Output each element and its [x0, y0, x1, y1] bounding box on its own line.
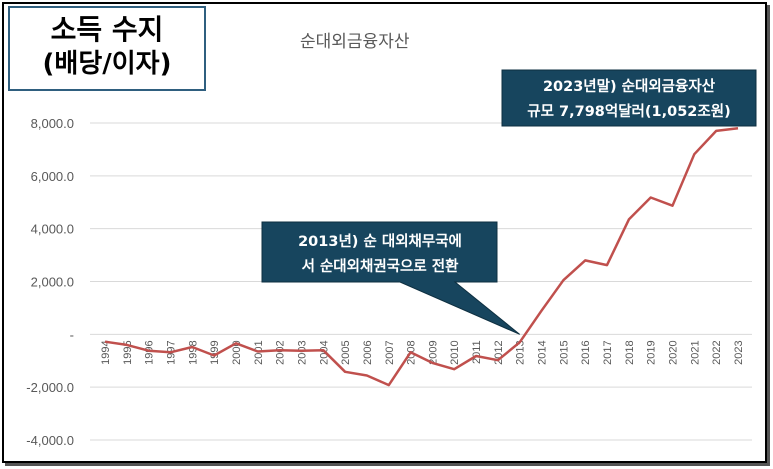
gridlines: [90, 122, 752, 441]
y-tick-label: 4,000.0: [31, 222, 74, 237]
series-layer: [104, 127, 739, 387]
slide-title-box: 소득 수지 (배당/이자): [8, 6, 206, 91]
x-tick-label: 2010: [449, 340, 461, 364]
x-tick-label: 2011: [471, 340, 483, 364]
y-tick-label: 2,000.0: [31, 275, 74, 290]
x-tick-label: 2006: [362, 340, 374, 364]
x-tick-label: 2022: [711, 340, 723, 364]
x-tick-label: 2003: [296, 340, 308, 364]
callout-2023-box: [501, 69, 757, 127]
x-tick-label: 2019: [646, 340, 658, 364]
slide-title-line2: (배당/이자): [42, 49, 172, 79]
callout-2023-line2: 규모 7,798억달러(1,052조원): [527, 102, 730, 120]
y-tick-label: 6,000.0: [31, 169, 74, 184]
callout-2013-line1: 2013년) 순 대외채무국에: [298, 232, 462, 250]
x-axis: 1994 1995 1996 1997 1998 1999 2000 2001 2002 2003…: [100, 340, 745, 364]
x-tick-label: 2009: [427, 340, 439, 364]
x-tick-label: 2016: [580, 340, 592, 364]
x-tick-label: 2017: [602, 340, 614, 364]
x-tick-label: 2000: [231, 340, 243, 364]
chart-title: 순대외금융자산: [300, 32, 410, 52]
x-tick-label: 1994: [100, 340, 112, 364]
callout-2013-line2: 서 순대외채권국으로 전환: [302, 257, 459, 275]
x-tick-label: 2013: [515, 340, 527, 364]
y-axis: 8,000.0 6,000.0 4,000.0 2,000.0 - -2,000.0 -4,…: [26, 116, 74, 448]
callout-2013-box: [261, 221, 521, 335]
slide-title-line1: 소득 수지: [50, 13, 164, 46]
series-line: [104, 127, 739, 387]
x-tick-label: 2002: [275, 340, 287, 364]
x-tick-label: 1996: [144, 340, 156, 364]
x-tick-label: 2012: [493, 340, 505, 364]
x-tick-label: 1999: [209, 340, 221, 364]
y-tick-label: -: [70, 327, 74, 342]
x-tick-label: 2007: [384, 340, 396, 364]
y-tick-label: -4,000.0: [26, 433, 74, 448]
x-tick-label: 2005: [340, 340, 352, 364]
x-tick-label: 2021: [689, 340, 701, 364]
x-tick-label: 1998: [187, 340, 199, 364]
x-tick-label: 2020: [668, 340, 680, 364]
x-tick-label: 2015: [558, 340, 570, 364]
y-tick-label: 8,000.0: [31, 116, 74, 131]
x-tick-label: 2023: [733, 340, 745, 364]
x-tick-label: 2018: [624, 340, 636, 364]
x-tick-label: 2014: [537, 340, 549, 364]
y-tick-label: -2,000.0: [26, 380, 74, 395]
callout-2023-line1: 2023년말) 순대외금융자산: [543, 77, 716, 95]
